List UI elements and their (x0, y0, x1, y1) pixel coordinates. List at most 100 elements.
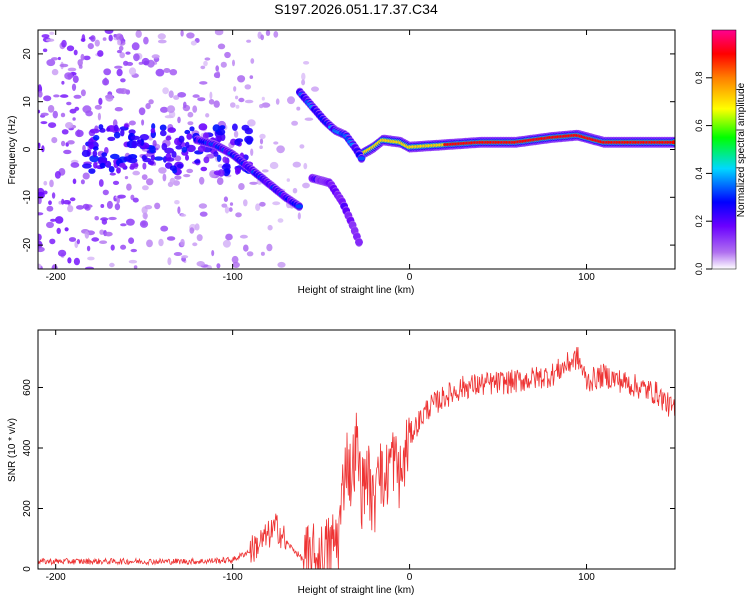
noise-speckle (67, 67, 77, 72)
y-tick-label: 200 (22, 500, 33, 517)
noise-speckle (131, 42, 140, 51)
noise-speckle (38, 233, 42, 241)
noise-speckle (230, 102, 236, 108)
noise-speckle (38, 90, 43, 98)
noise-speckle (45, 38, 55, 42)
noise-speckle (148, 99, 154, 105)
band-speckle (154, 156, 164, 161)
noise-speckle (65, 122, 74, 129)
noise-speckle (160, 106, 169, 113)
noise-speckle (102, 189, 109, 196)
band-speckle (119, 162, 126, 168)
trace-cell (671, 140, 675, 145)
noise-speckle (51, 192, 56, 199)
noise-speckle (208, 99, 215, 105)
noise-speckle (238, 97, 245, 103)
band-speckle (216, 154, 222, 162)
spectrogram-blobs (38, 30, 675, 269)
noise-speckle (269, 161, 279, 170)
noise-speckle (100, 204, 105, 208)
colorbar-tick-label: 0.0 (694, 263, 704, 276)
noise-speckle (51, 137, 58, 144)
noise-speckle (101, 219, 108, 225)
band-speckle (222, 156, 228, 163)
noise-speckle (76, 129, 81, 137)
noise-speckle (250, 58, 255, 64)
noise-speckle (259, 133, 266, 140)
noise-speckle (66, 45, 75, 52)
trace-cell (348, 223, 357, 228)
noise-speckle (64, 72, 73, 80)
band-speckle (213, 151, 219, 157)
noise-speckle (216, 263, 221, 269)
noise-speckle (110, 244, 115, 251)
noise-speckle (73, 94, 82, 99)
y-tick-label: 10 (22, 96, 33, 108)
band-speckle (124, 123, 129, 128)
band-speckle (186, 133, 193, 140)
noise-speckle (259, 138, 264, 145)
noise-speckle (229, 202, 234, 206)
band-speckle (159, 124, 167, 131)
snr-ticks: -200 -100 0 100 0 200 400 600 (22, 330, 675, 583)
noise-speckle (141, 119, 145, 126)
noise-speckle (183, 101, 187, 109)
noise-speckle (231, 255, 239, 264)
noise-speckle (132, 170, 140, 176)
noise-speckle (73, 49, 78, 56)
noise-speckle (143, 36, 149, 45)
noise-speckle (155, 68, 165, 77)
noise-speckle (80, 53, 85, 61)
noise-speckle (120, 244, 127, 250)
noise-speckle (199, 81, 208, 85)
spectrogram-xlabel: Height of straight line (km) (298, 285, 415, 296)
noise-speckle (57, 56, 61, 61)
noise-speckle (62, 200, 71, 205)
band-speckle (217, 169, 225, 177)
noise-speckle (38, 109, 41, 114)
noise-speckle (98, 179, 104, 187)
noise-speckle (130, 248, 137, 253)
noise-speckle (114, 203, 121, 211)
noise-speckle (40, 121, 48, 125)
noise-speckle (216, 177, 224, 186)
noise-speckle (194, 223, 200, 231)
band-speckle (175, 145, 183, 150)
noise-speckle (74, 106, 80, 111)
noise-speckle (42, 48, 48, 53)
band-speckle (89, 155, 99, 163)
band-speckle (150, 154, 155, 161)
noise-speckle (72, 178, 77, 185)
noise-speckle (215, 65, 219, 72)
noise-speckle (66, 101, 72, 106)
noise-speckle (69, 197, 76, 202)
noise-speckle (292, 161, 301, 168)
noise-speckle (84, 230, 90, 239)
noise-speckle (91, 237, 100, 242)
noise-speckle (211, 250, 215, 257)
noise-speckle (142, 162, 147, 170)
noise-speckle (90, 35, 96, 42)
noise-speckle (205, 113, 210, 118)
band-speckle (116, 167, 121, 174)
noise-speckle (73, 257, 80, 266)
band-speckle (189, 126, 195, 132)
noise-speckle (87, 43, 94, 50)
colorbar-gradient (711, 29, 737, 270)
noise-speckle (116, 196, 120, 204)
noise-speckle (243, 199, 248, 207)
band-speckle (123, 156, 132, 162)
noise-speckle (97, 112, 101, 121)
noise-speckle (311, 86, 319, 92)
x-tick-label: 0 (407, 572, 413, 583)
noise-speckle (265, 30, 271, 36)
noise-speckle (243, 244, 249, 252)
noise-speckle (198, 203, 208, 209)
noise-speckle (38, 212, 44, 216)
noise-speckle (302, 182, 310, 189)
noise-speckle (221, 203, 228, 208)
noise-speckle (228, 207, 233, 212)
x-tick-label: -200 (46, 272, 66, 283)
band-speckle (108, 166, 115, 173)
noise-speckle (138, 107, 146, 116)
